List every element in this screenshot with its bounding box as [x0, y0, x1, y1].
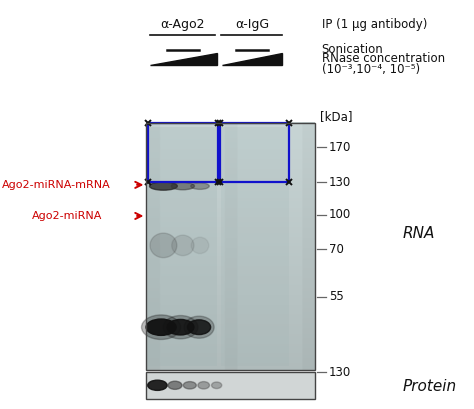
- Ellipse shape: [149, 182, 177, 190]
- Text: α-Ago2: α-Ago2: [161, 18, 205, 31]
- Text: Sonication: Sonication: [322, 43, 383, 56]
- Ellipse shape: [191, 237, 209, 254]
- Text: IP (1 µg antibody): IP (1 µg antibody): [322, 18, 427, 31]
- Bar: [148, 127, 217, 366]
- Text: [kDa]: [kDa]: [320, 110, 353, 123]
- Ellipse shape: [184, 316, 214, 338]
- Text: RNA: RNA: [403, 226, 435, 240]
- Ellipse shape: [142, 315, 181, 339]
- Ellipse shape: [171, 182, 194, 190]
- Ellipse shape: [168, 381, 182, 389]
- Ellipse shape: [163, 316, 198, 339]
- Bar: [221, 127, 289, 366]
- Ellipse shape: [167, 319, 194, 335]
- Text: (10⁻³,10⁻⁴, 10⁻⁵): (10⁻³,10⁻⁴, 10⁻⁵): [322, 63, 420, 76]
- Bar: [146, 123, 315, 370]
- Ellipse shape: [146, 319, 176, 335]
- Text: Ago2-miRNA: Ago2-miRNA: [31, 211, 102, 221]
- Ellipse shape: [198, 382, 210, 389]
- Text: Protein: Protein: [403, 379, 457, 394]
- Text: 70: 70: [328, 243, 344, 256]
- Ellipse shape: [183, 382, 196, 389]
- Ellipse shape: [188, 320, 210, 335]
- Ellipse shape: [148, 380, 167, 390]
- Text: RNase concentration: RNase concentration: [322, 52, 445, 65]
- Text: 55: 55: [328, 290, 344, 303]
- Ellipse shape: [150, 233, 177, 258]
- Polygon shape: [150, 53, 217, 65]
- Text: 130: 130: [328, 366, 351, 379]
- Ellipse shape: [191, 183, 209, 189]
- Text: 170: 170: [328, 141, 351, 154]
- Polygon shape: [222, 53, 282, 65]
- Text: Ago2-miRNA-mRNA: Ago2-miRNA-mRNA: [2, 180, 111, 190]
- Text: 130: 130: [328, 175, 351, 189]
- Text: 100: 100: [328, 208, 351, 221]
- Bar: [148, 123, 218, 182]
- Bar: [220, 123, 289, 182]
- Ellipse shape: [211, 382, 222, 389]
- Bar: [146, 372, 315, 399]
- Ellipse shape: [172, 235, 194, 256]
- Text: α-IgG: α-IgG: [235, 18, 269, 31]
